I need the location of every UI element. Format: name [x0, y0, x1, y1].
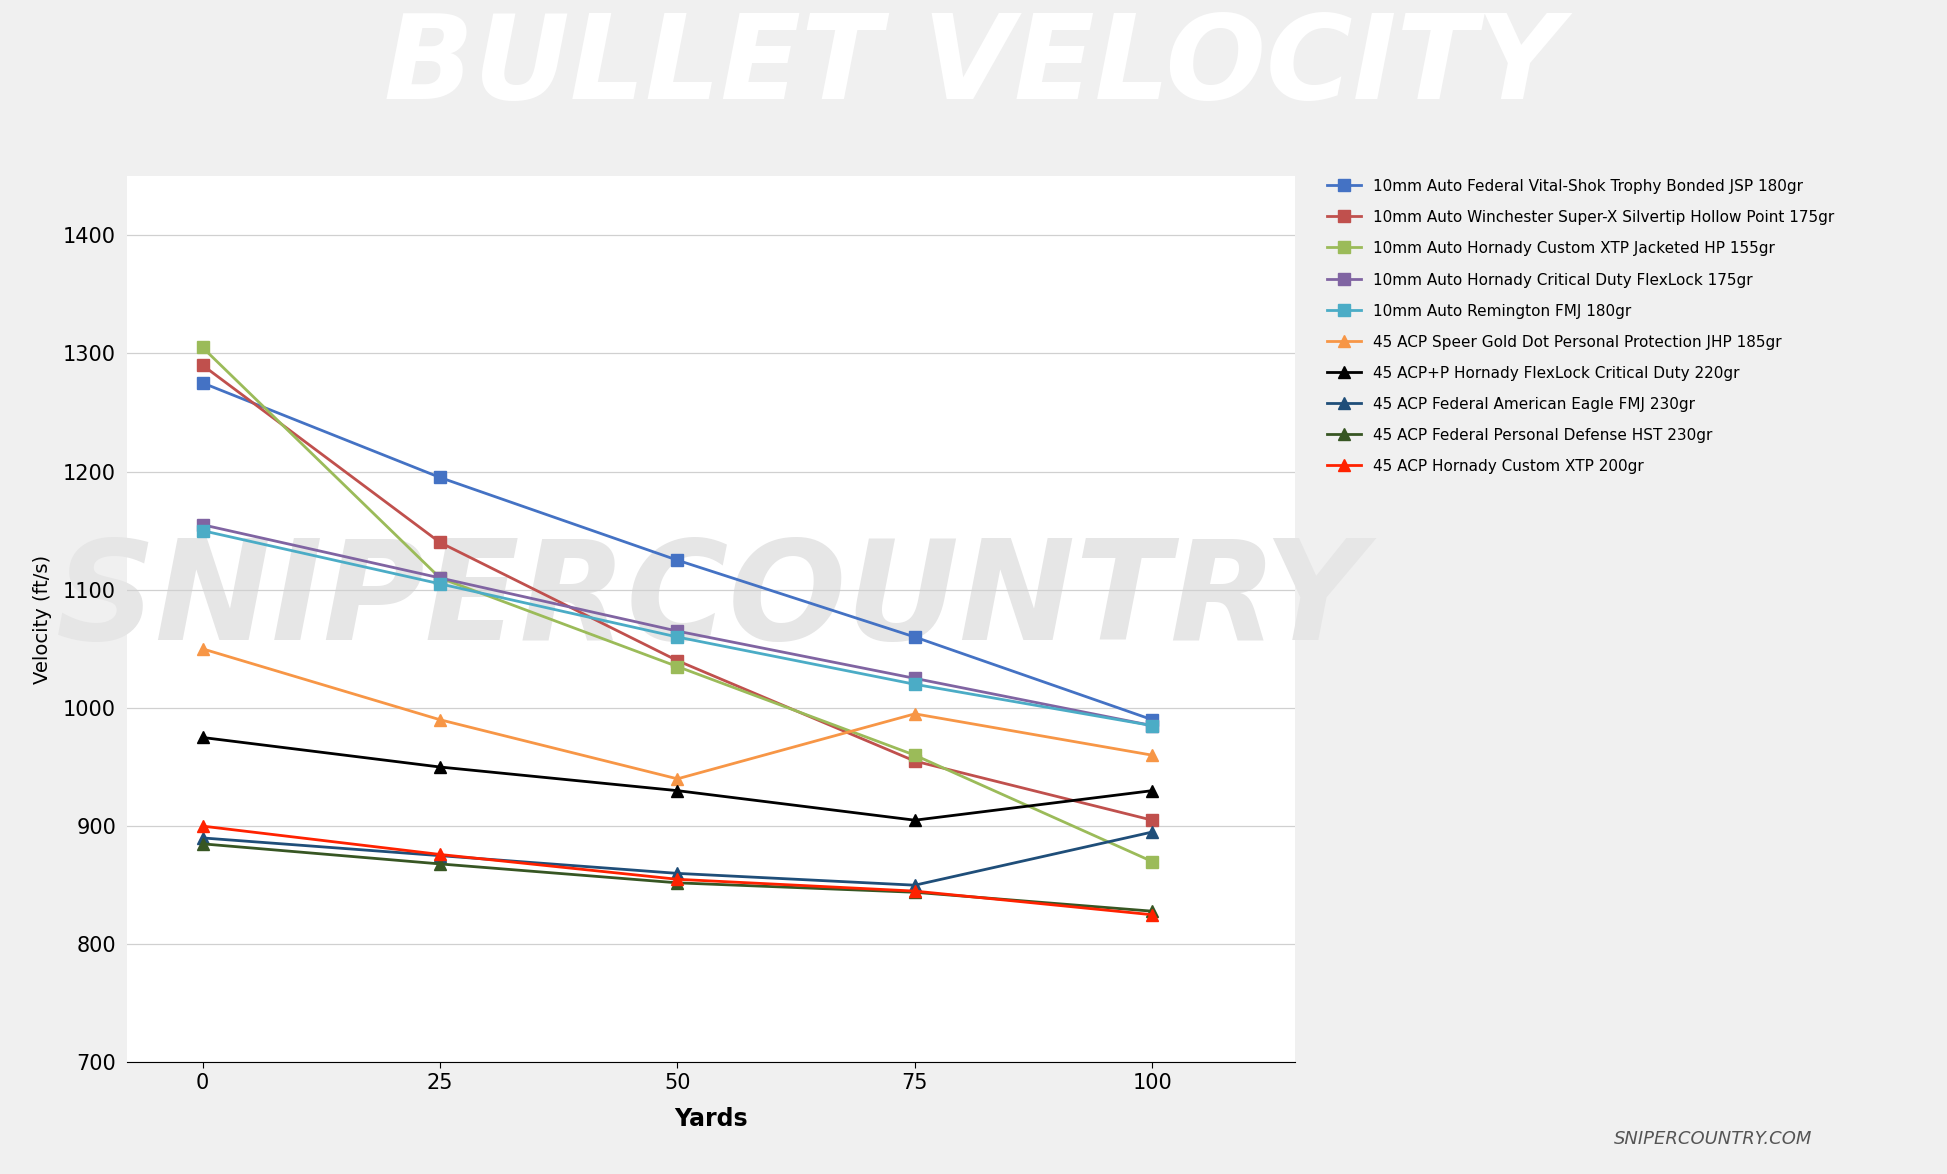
Text: SNIPERCOUNTRY.COM: SNIPERCOUNTRY.COM	[1614, 1131, 1813, 1148]
X-axis label: Yards: Yards	[674, 1107, 748, 1131]
Y-axis label: Velocity (ft/s): Velocity (ft/s)	[33, 555, 53, 683]
Legend: 10mm Auto Federal Vital-Shok Trophy Bonded JSP 180gr, 10mm Auto Winchester Super: 10mm Auto Federal Vital-Shok Trophy Bond…	[1328, 180, 1834, 474]
Text: SNIPERCOUNTRY: SNIPERCOUNTRY	[56, 534, 1365, 669]
Text: BULLET VELOCITY: BULLET VELOCITY	[384, 9, 1563, 124]
